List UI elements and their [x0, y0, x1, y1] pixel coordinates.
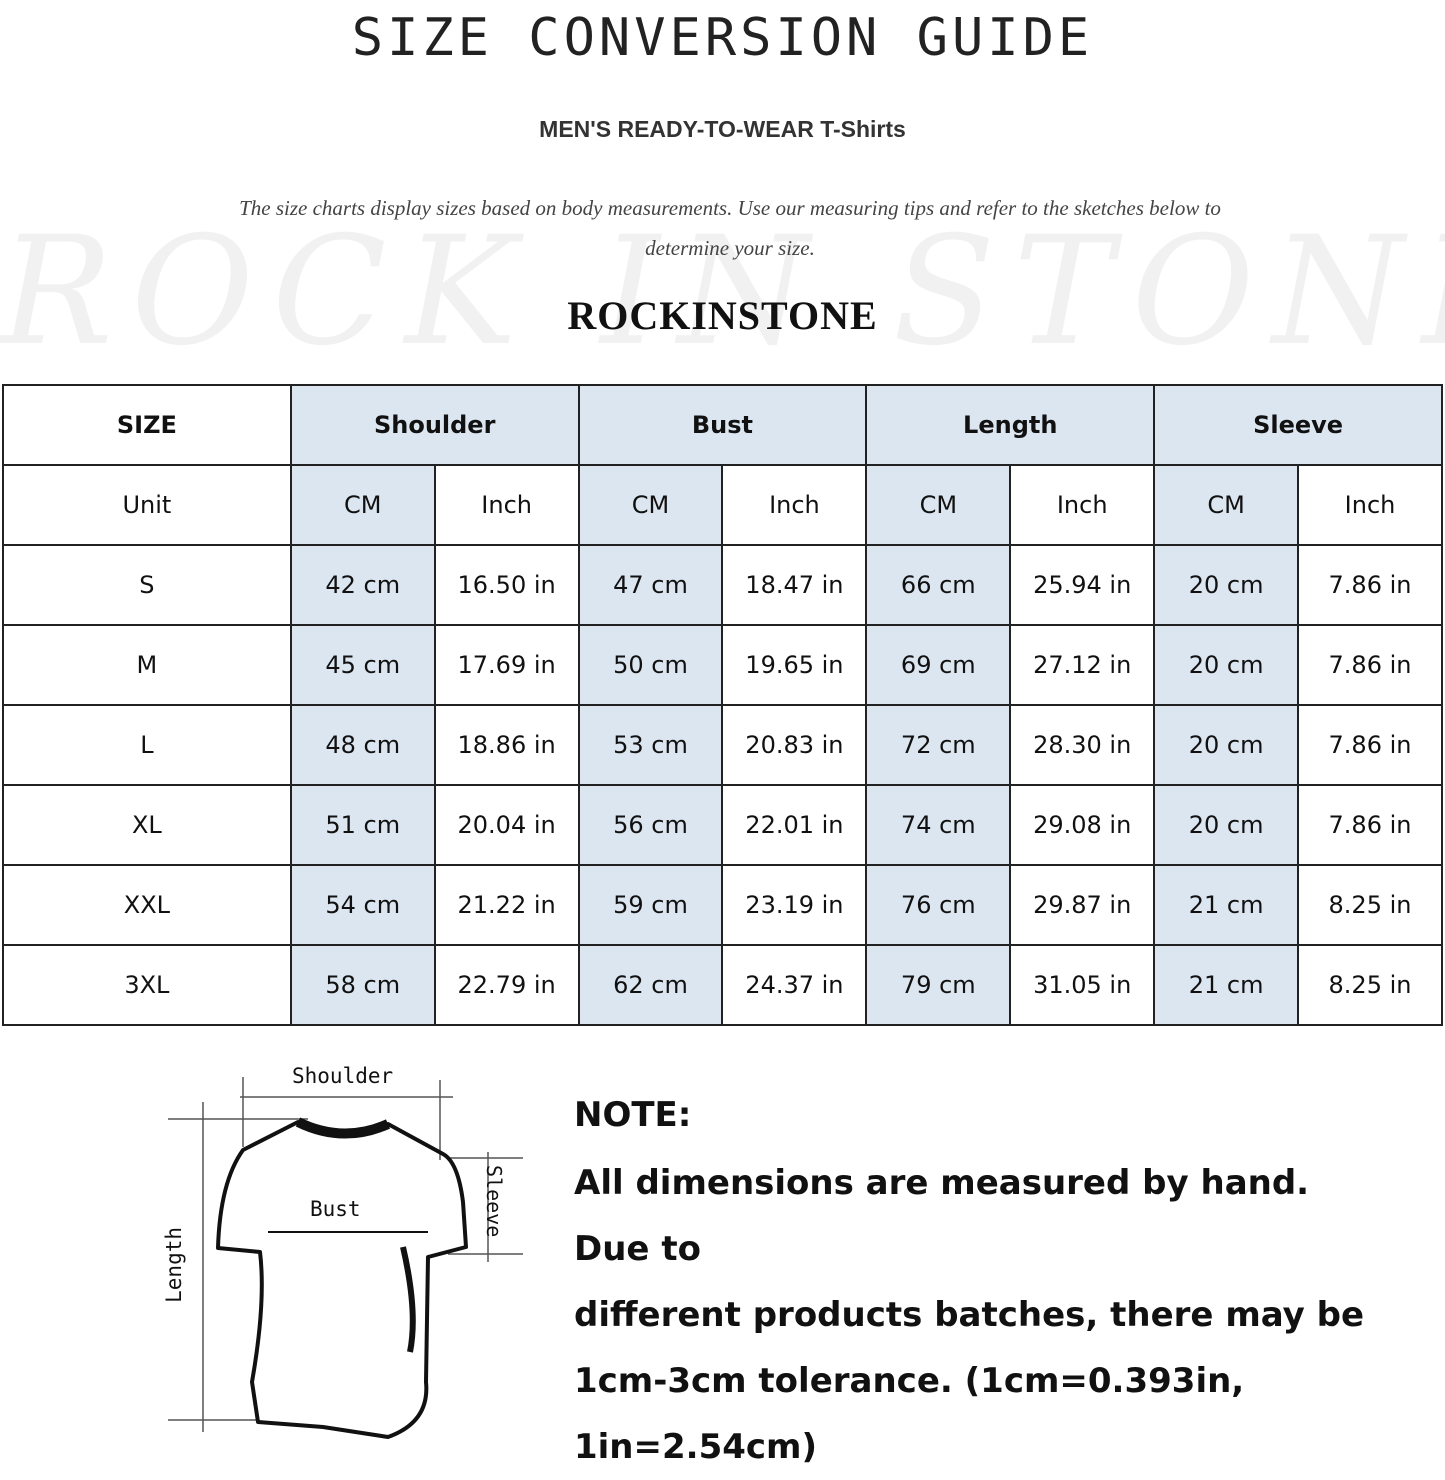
value-cell: 7.86 in: [1297, 544, 1443, 626]
value-cell: 72 cm: [865, 704, 1012, 786]
group-header-bust: Bust: [577, 384, 868, 466]
unit-header: CM: [577, 464, 724, 546]
value-cell: 7.86 in: [1297, 784, 1443, 866]
note-line: All dimensions are measured by hand. Due…: [574, 1163, 1310, 1269]
value-cell: 22.01 in: [721, 784, 868, 866]
subtitle: MEN'S READY-TO-WEAR T-Shirts: [539, 116, 906, 142]
tshirt-icon: [168, 1077, 523, 1439]
table-row: L 48 cm 18.86 in 53 cm 20.83 in 72 cm 28.30 in…: [2, 704, 1443, 786]
note-heading: NOTE:: [574, 1095, 692, 1135]
size-cell: 3XL: [2, 944, 292, 1026]
header-row: SIZE Shoulder Bust Length Sleeve: [2, 384, 1443, 466]
value-cell: 48 cm: [289, 704, 436, 786]
unit-header: CM: [289, 464, 436, 546]
value-cell: 20 cm: [1153, 624, 1300, 706]
value-cell: 29.08 in: [1009, 784, 1156, 866]
value-cell: 20.04 in: [433, 784, 580, 866]
value-cell: 22.79 in: [433, 944, 580, 1026]
value-cell: 31.05 in: [1009, 944, 1156, 1026]
value-cell: 56 cm: [577, 784, 724, 866]
value-cell: 20 cm: [1153, 704, 1300, 786]
size-cell: XXL: [2, 864, 292, 946]
value-cell: 74 cm: [865, 784, 1012, 866]
shoulder-label: Shoulder: [292, 1064, 394, 1088]
unit-header: Inch: [721, 464, 868, 546]
value-cell: 23.19 in: [721, 864, 868, 946]
table-row: S 42 cm 16.50 in 47 cm 18.47 in 66 cm 25.94 in…: [2, 544, 1443, 626]
size-cell: L: [2, 704, 292, 786]
value-cell: 69 cm: [865, 624, 1012, 706]
value-cell: 28.30 in: [1009, 704, 1156, 786]
value-cell: 53 cm: [577, 704, 724, 786]
value-cell: 24.37 in: [721, 944, 868, 1026]
size-cell: S: [2, 544, 292, 626]
value-cell: 7.86 in: [1297, 704, 1443, 786]
value-cell: 29.87 in: [1009, 864, 1156, 946]
table-row: XL 51 cm 20.04 in 56 cm 22.01 in 74 cm 29.08 i…: [2, 784, 1443, 866]
value-cell: 54 cm: [289, 864, 436, 946]
value-cell: 66 cm: [865, 544, 1012, 626]
value-cell: 79 cm: [865, 944, 1012, 1026]
brand-name: ROCKINSTONE: [567, 293, 878, 338]
value-cell: 20 cm: [1153, 544, 1300, 626]
value-cell: 20.83 in: [721, 704, 868, 786]
unit-header: Inch: [1009, 464, 1156, 546]
value-cell: 18.47 in: [721, 544, 868, 626]
sleeve-label: Sleeve: [482, 1165, 506, 1238]
note-line: different products batches, there may be: [574, 1295, 1365, 1335]
unit-row: Unit CM Inch CM Inch CM Inch CM Inch: [2, 464, 1443, 546]
table-row: 3XL 58 cm 22.79 in 62 cm 24.37 in 79 cm 31.05 …: [2, 944, 1443, 1026]
unit-header: Inch: [1297, 464, 1443, 546]
value-cell: 8.25 in: [1297, 864, 1443, 946]
value-cell: 51 cm: [289, 784, 436, 866]
description: The size charts display sizes based on b…: [239, 196, 1221, 260]
note-line: 1cm-3cm tolerance. (1cm=0.393in, 1in=2.5…: [574, 1361, 1245, 1467]
size-header: SIZE: [2, 384, 292, 466]
size-table: SIZE Shoulder Bust Length Sleeve Unit CM Inch CM…: [2, 384, 1443, 1026]
value-cell: 7.86 in: [1297, 624, 1443, 706]
value-cell: 76 cm: [865, 864, 1012, 946]
table-row: XXL 54 cm 21.22 in 59 cm 23.19 in 76 cm 29.87 …: [2, 864, 1443, 946]
value-cell: 42 cm: [289, 544, 436, 626]
size-cell: M: [2, 624, 292, 706]
page-title: SIZE CONVERSION GUIDE: [351, 8, 1094, 68]
group-header-length: Length: [865, 384, 1156, 466]
tshirt-sketch: Shoulder Bust Sleeve Length: [148, 1052, 543, 1440]
unit-header: CM: [865, 464, 1012, 546]
value-cell: 50 cm: [577, 624, 724, 706]
group-header-sleeve: Sleeve: [1153, 384, 1443, 466]
value-cell: 45 cm: [289, 624, 436, 706]
value-cell: 21 cm: [1153, 944, 1300, 1026]
unit-header: Inch: [433, 464, 580, 546]
value-cell: 21.22 in: [433, 864, 580, 946]
note: NOTE: All dimensions are measured by han…: [574, 1082, 1394, 1480]
value-cell: 8.25 in: [1297, 944, 1443, 1026]
value-cell: 62 cm: [577, 944, 724, 1026]
value-cell: 47 cm: [577, 544, 724, 626]
value-cell: 19.65 in: [721, 624, 868, 706]
value-cell: 25.94 in: [1009, 544, 1156, 626]
group-header-shoulder: Shoulder: [289, 384, 580, 466]
value-cell: 59 cm: [577, 864, 724, 946]
value-cell: 18.86 in: [433, 704, 580, 786]
table-row: M 45 cm 17.69 in 50 cm 19.65 in 69 cm 27.12 in…: [2, 624, 1443, 706]
watermark: ROCK IN STONE: [0, 205, 1445, 379]
size-cell: XL: [2, 784, 292, 866]
bust-label: Bust: [310, 1197, 361, 1221]
value-cell: 21 cm: [1153, 864, 1300, 946]
value-cell: 58 cm: [289, 944, 436, 1026]
value-cell: 17.69 in: [433, 624, 580, 706]
length-label: Length: [162, 1227, 186, 1303]
value-cell: 20 cm: [1153, 784, 1300, 866]
value-cell: 16.50 in: [433, 544, 580, 626]
unit-header: CM: [1153, 464, 1300, 546]
value-cell: 27.12 in: [1009, 624, 1156, 706]
unit-label: Unit: [2, 464, 292, 546]
